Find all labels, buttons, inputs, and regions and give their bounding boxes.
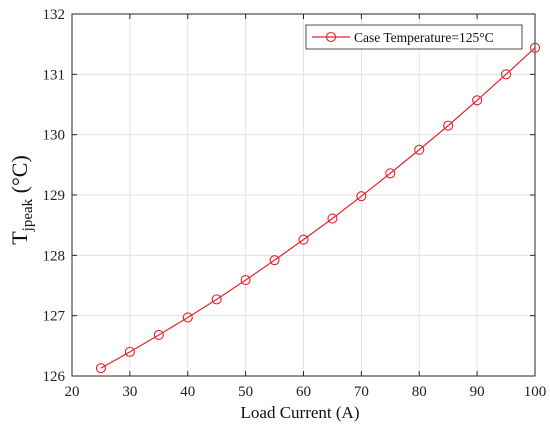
x-tick-label: 90	[470, 384, 485, 400]
data-point	[298, 234, 309, 245]
y-tick-label: 131	[43, 67, 66, 83]
legend-label: Case Temperature=125°C	[354, 30, 494, 45]
y-tick-label: 127	[43, 309, 66, 325]
data-point	[414, 144, 425, 155]
y-tick-labels: 126 127 128 129 130 131 132	[43, 7, 66, 385]
y-tick-label: 128	[43, 248, 66, 264]
x-tick-labels: 20 30 40 50 60 70 80 90 100	[65, 384, 547, 400]
x-tick-label: 50	[238, 384, 253, 400]
data-point	[356, 191, 367, 202]
legend-marker-sample	[325, 31, 337, 43]
data-point	[327, 213, 338, 224]
y-axis-title-unit: (°C)	[7, 155, 32, 199]
x-tick-label: 40	[180, 384, 195, 400]
x-tick-label: 30	[122, 384, 137, 400]
y-axis-title-subscript: jpeak	[20, 198, 36, 232]
series-line	[100, 47, 536, 369]
x-tick-label: 80	[412, 384, 427, 400]
x-axis-title: Load Current (A)	[241, 403, 360, 422]
y-tick-label: 130	[43, 128, 66, 144]
grid	[72, 14, 535, 376]
data-point	[153, 329, 164, 341]
x-tick-label: 70	[354, 384, 369, 400]
data-point	[182, 312, 193, 323]
y-axis-title-main: T	[7, 231, 32, 245]
y-tick-label: 129	[43, 188, 66, 204]
y-tick-label: 132	[43, 7, 66, 23]
data-point	[472, 95, 483, 106]
data-point	[443, 120, 454, 131]
data-point	[124, 346, 135, 357]
data-point	[385, 168, 396, 179]
x-tick-label: 100	[524, 384, 547, 400]
x-tick-label: 20	[65, 384, 80, 400]
data-point	[501, 69, 512, 80]
y-tick-label: 126	[43, 369, 66, 385]
data-point	[211, 294, 222, 305]
data-point	[529, 42, 541, 53]
legend: Case Temperature=125°C	[305, 24, 523, 50]
series-markers	[95, 42, 541, 374]
data-point	[240, 275, 251, 286]
data-point	[269, 255, 280, 266]
data-point	[95, 363, 106, 374]
x-tick-label: 60	[296, 384, 311, 400]
y-axis-title: Tjpeak (°C)	[7, 155, 36, 245]
axis-ticks	[71, 13, 536, 377]
